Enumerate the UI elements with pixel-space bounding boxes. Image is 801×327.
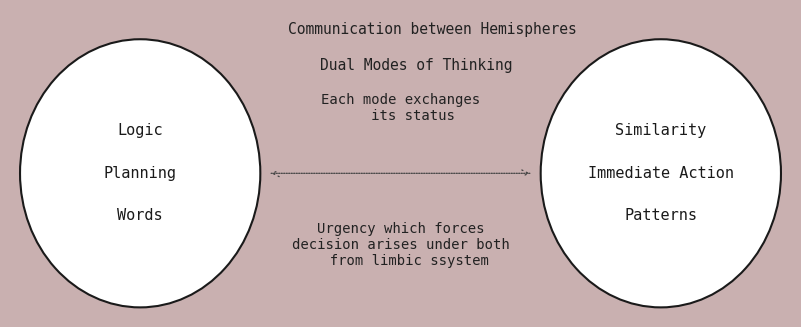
Text: Similarity: Similarity (615, 123, 706, 138)
Text: Urgency which forces
decision arises under both
  from limbic ssystem: Urgency which forces decision arises und… (292, 222, 509, 268)
Text: Logic: Logic (118, 123, 163, 138)
Text: Patterns: Patterns (624, 208, 698, 223)
Text: Dual Modes of Thinking: Dual Modes of Thinking (320, 58, 513, 73)
Ellipse shape (541, 39, 781, 307)
Text: Words: Words (118, 208, 163, 223)
Ellipse shape (20, 39, 260, 307)
Text: Planning: Planning (103, 166, 177, 181)
Text: Communication between Hemispheres: Communication between Hemispheres (288, 22, 577, 37)
Text: Each mode exchanges
   its status: Each mode exchanges its status (321, 93, 480, 123)
Text: Immediate Action: Immediate Action (588, 166, 734, 181)
